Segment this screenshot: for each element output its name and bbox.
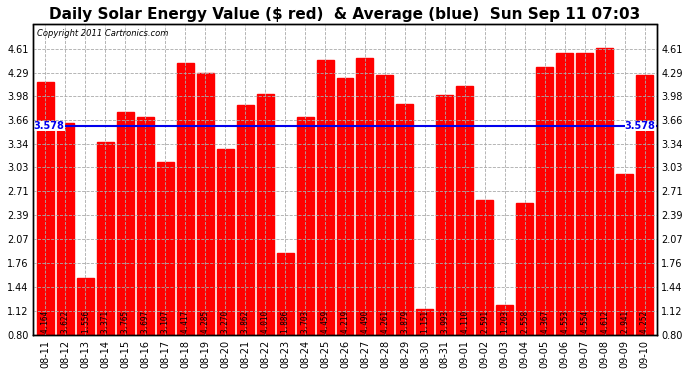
- Bar: [137, 117, 154, 375]
- Text: 4.252: 4.252: [640, 310, 649, 333]
- Bar: [177, 63, 194, 375]
- Bar: [37, 82, 54, 375]
- Bar: [297, 117, 313, 375]
- Bar: [217, 149, 234, 375]
- Text: 1.556: 1.556: [81, 310, 90, 333]
- Bar: [157, 162, 174, 375]
- Text: 4.110: 4.110: [460, 310, 469, 333]
- Bar: [377, 75, 393, 375]
- Bar: [237, 105, 254, 375]
- Text: 2.558: 2.558: [520, 310, 529, 333]
- Text: Copyright 2011 Cartronics.com: Copyright 2011 Cartronics.com: [37, 29, 168, 38]
- Bar: [536, 67, 553, 375]
- Text: 3.703: 3.703: [301, 310, 310, 333]
- Text: 4.553: 4.553: [560, 310, 569, 333]
- Bar: [616, 174, 633, 375]
- Bar: [436, 95, 453, 375]
- Bar: [197, 73, 214, 375]
- Text: 3.697: 3.697: [141, 310, 150, 333]
- Text: 3.993: 3.993: [440, 310, 449, 333]
- Text: 3.371: 3.371: [101, 310, 110, 333]
- Text: 1.151: 1.151: [420, 310, 429, 333]
- Text: 4.367: 4.367: [540, 310, 549, 333]
- Bar: [556, 53, 573, 375]
- Bar: [636, 75, 653, 375]
- Bar: [397, 104, 413, 375]
- Bar: [416, 309, 433, 375]
- Title: Daily Solar Energy Value ($ red)  & Average (blue)  Sun Sep 11 07:03: Daily Solar Energy Value ($ red) & Avera…: [50, 7, 640, 22]
- Text: 3.578: 3.578: [34, 121, 65, 131]
- Bar: [277, 253, 293, 375]
- Text: 4.490: 4.490: [360, 310, 369, 333]
- Text: 4.164: 4.164: [41, 310, 50, 333]
- Text: 3.270: 3.270: [221, 310, 230, 333]
- Text: 3.578: 3.578: [624, 121, 656, 131]
- Bar: [117, 112, 134, 375]
- Text: 3.879: 3.879: [400, 310, 409, 333]
- Bar: [516, 203, 533, 375]
- Text: 1.203: 1.203: [500, 310, 509, 333]
- Text: 4.285: 4.285: [201, 310, 210, 333]
- Text: 3.107: 3.107: [161, 310, 170, 333]
- Bar: [596, 48, 613, 375]
- Text: 4.261: 4.261: [380, 310, 389, 333]
- Bar: [576, 53, 593, 375]
- Text: 4.459: 4.459: [321, 310, 330, 333]
- Bar: [476, 200, 493, 375]
- Text: 3.862: 3.862: [241, 310, 250, 333]
- Text: 1.886: 1.886: [281, 310, 290, 333]
- Text: 2.941: 2.941: [620, 310, 629, 333]
- Bar: [97, 142, 114, 375]
- Text: 2.591: 2.591: [480, 310, 489, 333]
- Text: 3.622: 3.622: [61, 310, 70, 333]
- Text: 4.219: 4.219: [340, 310, 350, 333]
- Bar: [337, 78, 353, 375]
- Bar: [257, 94, 274, 375]
- Bar: [456, 86, 473, 375]
- Bar: [317, 60, 333, 375]
- Text: 4.010: 4.010: [261, 310, 270, 333]
- Text: 4.417: 4.417: [181, 310, 190, 333]
- Bar: [77, 278, 94, 375]
- Bar: [57, 123, 74, 375]
- Text: 3.765: 3.765: [121, 310, 130, 333]
- Bar: [357, 58, 373, 375]
- Text: 4.554: 4.554: [580, 310, 589, 333]
- Text: 4.612: 4.612: [600, 310, 609, 333]
- Bar: [496, 304, 513, 375]
